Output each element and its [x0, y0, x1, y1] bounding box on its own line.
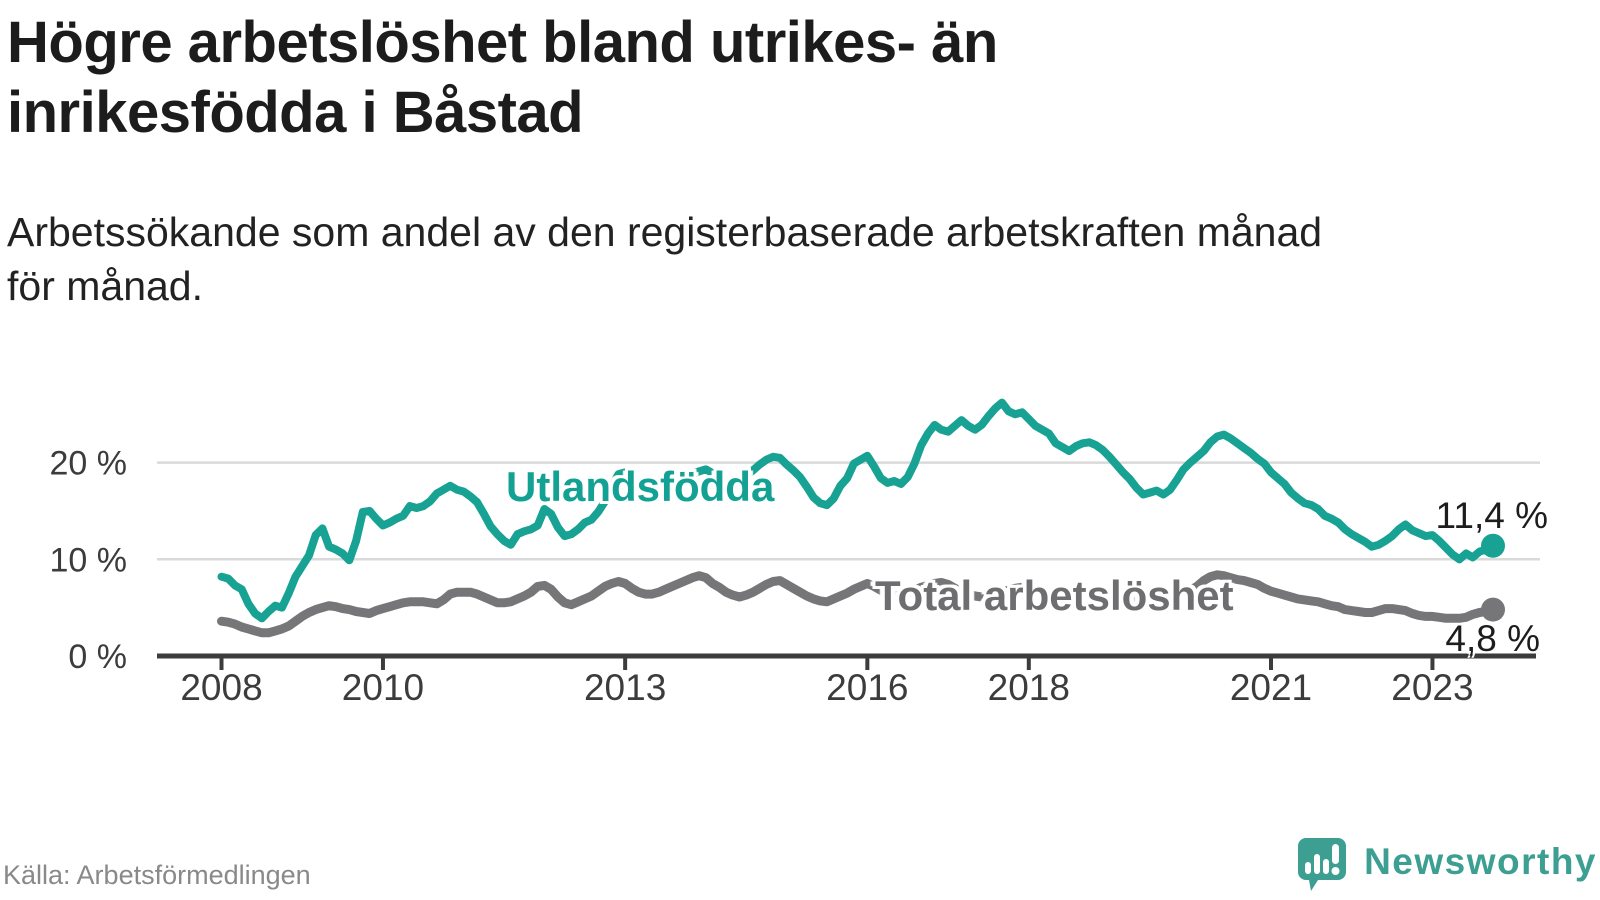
x-tick-label-2008: 2008 [180, 667, 262, 708]
series-label-total-arbetsloshet: Total arbetslöshet [875, 572, 1234, 619]
end-value-label-utlandsfodda: 11,4 % [1435, 495, 1548, 536]
x-tick-label-2013: 2013 [584, 667, 666, 708]
x-tick-label-2016: 2016 [826, 667, 908, 708]
page-subtitle: Arbetssökande som andel av den registerb… [7, 209, 1323, 309]
gridlines [157, 461, 1540, 561]
y-tick-label-0: 0 % [68, 638, 127, 676]
series-lines [217, 398, 1498, 638]
logo-bar-1 [1305, 862, 1312, 874]
series-line-utlandsfodda [217, 398, 1497, 623]
page-title: Högre arbetslöshet bland utrikes- än inr… [7, 10, 998, 145]
x-tick-label-2023: 2023 [1391, 667, 1473, 708]
logo-exclamation-dot [1331, 867, 1340, 875]
x-axis: 2008 2010 2013 2016 2018 2021 2023 [157, 653, 1536, 708]
newsworthy-logo: Newsworthy [1294, 832, 1597, 892]
logo-exclamation-stem [1332, 844, 1340, 864]
series-end-dots [1480, 533, 1505, 622]
y-axis-labels: 0 % 10 % 20 % [50, 445, 128, 676]
x-tick-label-2021: 2021 [1230, 667, 1312, 708]
y-tick-label-20: 20 % [50, 445, 128, 483]
x-tick-label-2010: 2010 [342, 667, 424, 708]
series-line-total [217, 570, 1498, 638]
logo-bar-2 [1314, 854, 1321, 874]
series-label-utlandsfodda: Utlandsfödda [506, 463, 775, 510]
source-credit: Källa: Arbetsförmedlingen [3, 860, 311, 890]
series-end-dot-total [1480, 597, 1505, 622]
y-tick-label-10: 10 % [50, 541, 128, 579]
logo-bar-3 [1323, 859, 1330, 874]
end-value-label-total: 4,8 % [1445, 618, 1540, 659]
x-tick-label-2018: 2018 [988, 667, 1070, 708]
series-end-dot-utlandsfodda [1480, 533, 1505, 558]
newsworthy-logo-icon [1298, 838, 1347, 891]
brand-name: Newsworthy [1364, 841, 1597, 882]
